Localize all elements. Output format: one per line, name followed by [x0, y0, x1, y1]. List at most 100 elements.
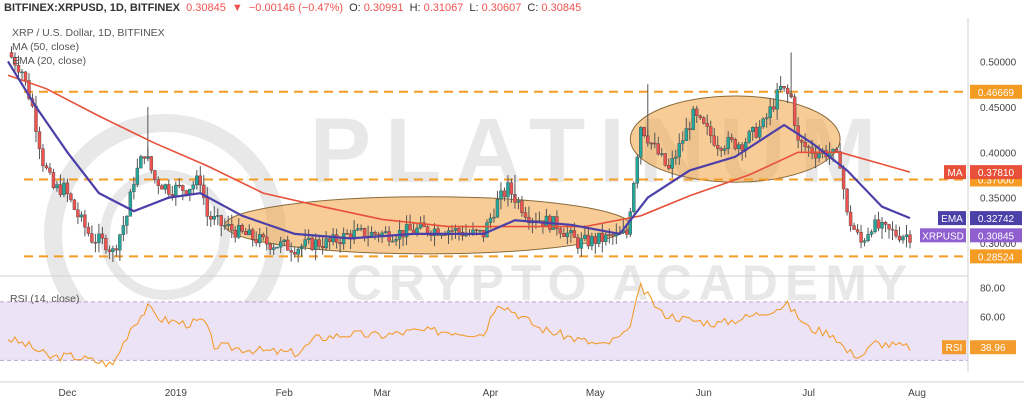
- candle-body: [757, 126, 762, 138]
- candle-body: [338, 242, 342, 245]
- candle-body: [747, 131, 751, 143]
- candle-body: [58, 184, 63, 195]
- candle-body: [282, 239, 286, 242]
- candle-body: [792, 96, 797, 126]
- candle-body: [876, 219, 881, 229]
- candle-body: [677, 143, 681, 158]
- price-tags: 0.46669 0.37000 0.28524 0.37810 MA 0.32742 EMA…: [920, 84, 1022, 355]
- time-tick-label: Dec: [59, 388, 77, 399]
- high-label: H:: [409, 2, 421, 14]
- candle-body: [306, 237, 311, 240]
- candle-body: [670, 158, 674, 169]
- candle-body: [93, 242, 98, 244]
- rsi-tick-label: 60.00: [980, 313, 1005, 324]
- candle-body: [345, 233, 349, 235]
- time-tick-label: Mar: [373, 388, 391, 399]
- candle-body: [415, 227, 419, 234]
- candle-body: [632, 183, 636, 212]
- candle-body: [478, 229, 482, 232]
- candle-body: [55, 184, 59, 189]
- candle-body: [223, 225, 227, 227]
- candle-body: [83, 214, 87, 228]
- candle-body: [642, 127, 646, 136]
- candle-body: [174, 184, 178, 196]
- candle-body: [590, 236, 594, 247]
- candle-body: [488, 217, 493, 223]
- candle-body: [292, 252, 297, 255]
- ema-value-tag-bg: [970, 211, 1022, 226]
- watermark: PLATINUM CRYPTO ACADEMY: [44, 100, 907, 356]
- candle-body: [698, 115, 702, 118]
- candle-body: [736, 144, 741, 149]
- candle-body: [118, 234, 122, 251]
- candle-body: [576, 237, 580, 249]
- candle-body: [132, 184, 136, 193]
- candle-body: [244, 231, 248, 235]
- candle-body: [226, 224, 230, 226]
- candle-body: [894, 229, 898, 237]
- time-tick-label: Aug: [908, 388, 926, 399]
- candle-body: [719, 148, 723, 151]
- candle-body: [639, 127, 643, 158]
- candle-body: [160, 185, 164, 190]
- candle-body: [62, 182, 66, 195]
- candle-body: [195, 175, 199, 186]
- candle-body: [296, 248, 300, 255]
- candle-body: [506, 182, 510, 198]
- candle-body: [740, 144, 744, 151]
- candle-body: [355, 228, 360, 231]
- candle-body: [97, 233, 101, 244]
- candle-body: [890, 228, 895, 231]
- candle-body: [394, 239, 398, 242]
- candle-body: [733, 139, 737, 149]
- candle-body: [562, 233, 566, 237]
- candle-body: [104, 238, 108, 251]
- candle-body: [653, 142, 657, 145]
- candle-body: [635, 156, 640, 184]
- candle-body: [729, 137, 734, 140]
- open-value: 0.30991: [363, 2, 404, 14]
- price-tick-label: 0.35000: [980, 194, 1017, 205]
- level-tag-3-text: 0.28524: [978, 252, 1015, 263]
- rsi-legend: RSI (14, close): [10, 293, 80, 305]
- candle-body: [216, 215, 220, 217]
- candle-body: [170, 194, 175, 196]
- candle-body: [586, 234, 591, 247]
- candle-body: [527, 216, 531, 224]
- candle-body: [261, 234, 265, 238]
- candle-body: [544, 215, 549, 226]
- low-label: L:: [469, 2, 479, 14]
- candle-body: [230, 224, 234, 231]
- candle-body: [474, 229, 479, 232]
- candle-body: [359, 228, 363, 230]
- candle-body: [799, 139, 804, 143]
- candle-body: [691, 108, 695, 130]
- candle-body: [202, 184, 206, 198]
- candle-body: [258, 234, 262, 244]
- candle-body: [768, 106, 772, 118]
- candle-body: [611, 234, 615, 237]
- candle-body: [565, 232, 570, 237]
- candle-body: [278, 241, 283, 248]
- candle-body: [149, 156, 154, 171]
- open-label: O:: [349, 2, 361, 14]
- candle-body: [625, 230, 629, 235]
- candle-body: [111, 248, 115, 252]
- candle-body: [579, 238, 584, 249]
- candle-body: [516, 200, 521, 203]
- candle-body: [320, 246, 325, 249]
- symbol-title: BITFINEX:XRPUSD, 1D, BITFINEX: [4, 2, 181, 14]
- candle-body: [219, 215, 223, 226]
- candle-body: [177, 184, 182, 187]
- candle-body: [135, 167, 140, 185]
- candle-body: [289, 250, 293, 253]
- candle-body: [841, 168, 846, 190]
- candle-body: [660, 153, 664, 155]
- price-tick-label: 0.45000: [980, 103, 1017, 114]
- candle-body: [209, 216, 213, 220]
- candle-body: [845, 188, 849, 213]
- candle-body: [873, 219, 877, 232]
- support-resistance-levels: [24, 90, 968, 258]
- candle-body: [107, 249, 112, 252]
